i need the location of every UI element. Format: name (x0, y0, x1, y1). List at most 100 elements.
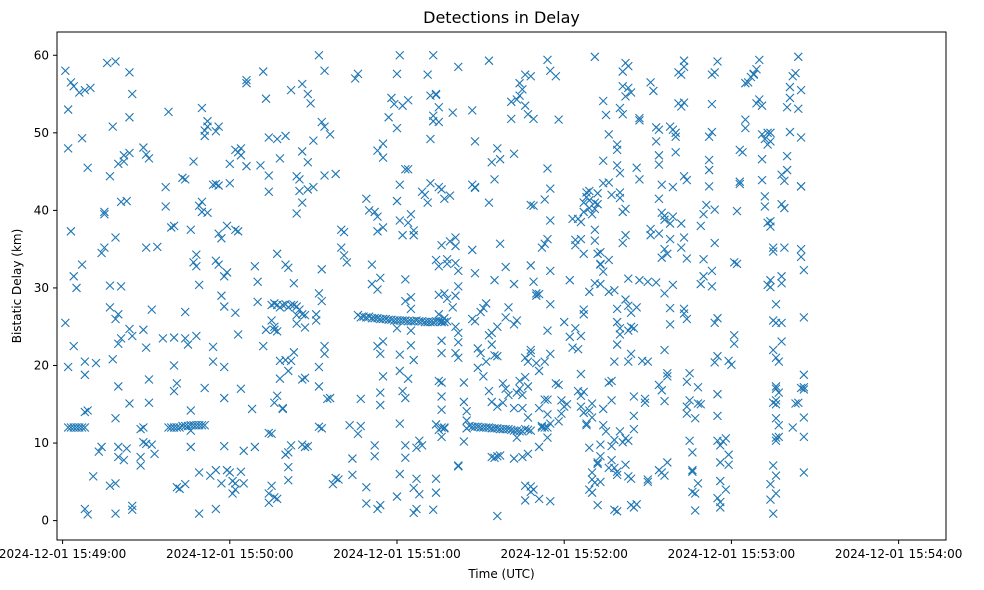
data-point (261, 325, 271, 335)
data-point (609, 505, 619, 515)
data-point (757, 175, 767, 185)
data-point (490, 351, 499, 360)
data-point (389, 99, 399, 109)
data-point (125, 399, 134, 408)
data-point (403, 164, 413, 174)
data-point (431, 89, 441, 99)
data-point (467, 245, 477, 255)
data-point (771, 353, 781, 363)
data-point (439, 288, 449, 298)
data-point (451, 241, 460, 251)
data-point (743, 78, 753, 87)
data-point (735, 177, 745, 187)
data-point (361, 194, 371, 204)
data-point (495, 451, 505, 460)
data-point (417, 440, 427, 450)
data-point (623, 301, 633, 311)
data-point (777, 318, 786, 328)
data-point (579, 387, 589, 397)
data-point (509, 454, 519, 463)
data-point (545, 349, 555, 359)
data-point (515, 91, 525, 100)
data-point (467, 105, 477, 115)
data-point (724, 450, 734, 460)
data-point (612, 470, 622, 480)
data-point (317, 296, 327, 306)
data-point (543, 326, 552, 335)
data-point (557, 396, 566, 405)
data-point (431, 255, 441, 265)
data-point (490, 275, 499, 285)
data-point (587, 488, 597, 498)
data-point (579, 207, 589, 217)
data-point (682, 254, 692, 263)
data-point (604, 255, 614, 265)
data-point (740, 123, 750, 133)
data-point (534, 442, 544, 452)
data-point (378, 153, 388, 163)
data-point (665, 320, 675, 329)
data-point (621, 204, 630, 214)
data-point (593, 199, 603, 209)
data-point (607, 441, 616, 451)
data-point (264, 428, 274, 438)
data-point (453, 461, 463, 471)
data-point (230, 225, 240, 235)
data-point (713, 351, 722, 361)
data-point (314, 382, 324, 391)
data-point (253, 297, 263, 307)
data-point (311, 316, 321, 325)
data-point (660, 345, 669, 355)
data-point (297, 79, 307, 89)
data-point (531, 291, 541, 301)
data-point (409, 230, 419, 240)
data-point (161, 182, 171, 192)
data-point (373, 226, 382, 236)
data-point (172, 482, 182, 492)
data-point (615, 323, 625, 333)
data-point (99, 207, 109, 217)
data-point (618, 437, 628, 447)
data-point (676, 243, 686, 252)
data-point (749, 70, 759, 80)
data-point (60, 318, 70, 328)
data-point (144, 375, 154, 384)
data-point (420, 190, 430, 200)
data-point (760, 192, 770, 201)
data-point (230, 485, 240, 494)
data-point (275, 374, 285, 384)
data-point (194, 509, 204, 519)
data-point (699, 209, 708, 219)
data-point (587, 209, 597, 219)
data-point (651, 136, 661, 146)
data-point (403, 374, 413, 384)
data-point (713, 57, 722, 66)
data-point (777, 337, 786, 346)
data-point (523, 413, 533, 422)
data-point (300, 373, 310, 383)
data-point (414, 436, 424, 446)
data-point (300, 310, 310, 320)
data-point (629, 392, 639, 401)
data-point (771, 489, 781, 498)
data-point (729, 330, 739, 340)
data-point (604, 129, 614, 139)
data-point (768, 247, 778, 256)
data-point (99, 209, 109, 219)
data-point (632, 302, 642, 312)
data-point (688, 465, 697, 475)
data-point (113, 309, 123, 319)
data-point (579, 408, 589, 418)
data-point (626, 474, 636, 484)
data-point (727, 360, 736, 370)
data-point (543, 433, 552, 443)
data-point (509, 149, 519, 159)
data-point (320, 341, 329, 351)
data-point (660, 215, 669, 225)
data-point (523, 449, 533, 459)
data-point (729, 339, 739, 349)
data-point (690, 506, 700, 515)
data-point (635, 116, 644, 125)
data-point (348, 454, 357, 463)
data-point (470, 136, 480, 146)
